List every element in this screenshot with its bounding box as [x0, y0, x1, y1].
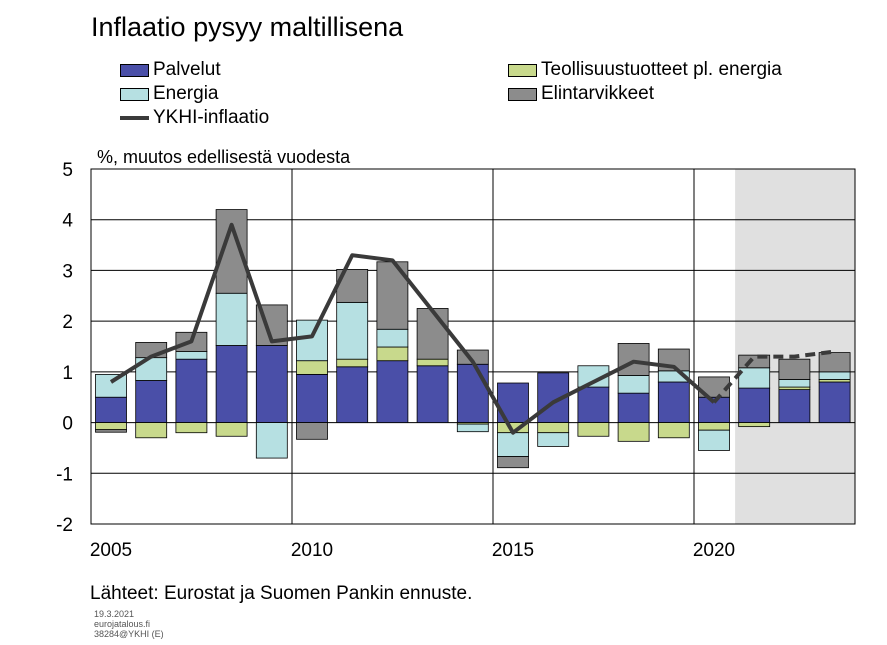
bar-0-2013 [416, 365, 449, 423]
bar-2-2021 [738, 367, 771, 389]
y-tick-label: 3 [62, 261, 73, 282]
bar-2-2010 [296, 319, 328, 362]
footer-code: 38284@YKHI (E) [94, 629, 164, 639]
source-note: Lähteet: Eurostat ja Suomen Pankin ennus… [90, 583, 473, 604]
bar-3-2010 [296, 422, 328, 440]
bar-0-2019 [657, 381, 690, 423]
legend-item-teollisuustuotteet: Teollisuustuotteet pl. energia [508, 59, 782, 81]
legend-label-elintarvikkeet: Elintarvikkeet [541, 83, 654, 104]
bar-0-2006 [135, 380, 168, 423]
bar-0-2011 [336, 366, 369, 423]
bar-0-2007 [175, 358, 208, 423]
bar-2-2020 [698, 429, 730, 451]
bar-1-2016 [537, 422, 570, 434]
x-tick-label: 2020 [693, 540, 735, 561]
bar-1-2013 [416, 358, 449, 367]
bar-2-2008 [215, 292, 248, 346]
bar-1-2007 [175, 422, 208, 434]
bar-0-2021 [738, 387, 771, 423]
bar-2-2023 [818, 371, 851, 380]
legend-item-elintarvikkeet: Elintarvikkeet [508, 83, 654, 105]
legend-swatch-energia [120, 87, 149, 101]
bar-1-2019 [657, 422, 690, 439]
bar-3-2023 [818, 352, 851, 373]
bar-0-2018 [617, 392, 650, 423]
legend-label-teollisuustuotteet: Teollisuustuotteet pl. energia [541, 59, 782, 80]
bar-2-2005 [95, 373, 127, 398]
y-tick-label: -2 [56, 515, 73, 536]
x-tick-label: 2010 [291, 540, 333, 561]
bar-2-2015 [497, 432, 529, 457]
forecast-shading [735, 169, 855, 524]
y-tick-label: 1 [62, 363, 73, 384]
legend-item-ykhi: YKHI-inflaatio [120, 107, 269, 129]
bar-0-2014 [456, 363, 489, 423]
legend-swatch-palvelut [120, 63, 149, 77]
bar-3-2005 [95, 429, 127, 433]
bar-0-2023 [818, 381, 851, 423]
plot-frame [90, 168, 856, 525]
bar-2-2017 [577, 365, 610, 388]
legend-label-energia: Energia [153, 83, 219, 104]
bar-1-2020 [698, 422, 730, 431]
bar-0-2012 [376, 360, 409, 423]
y-tick-label: 5 [62, 160, 73, 181]
bar-2-2022 [778, 379, 811, 388]
x-tick-label: 2005 [90, 540, 132, 561]
series-line-ykhi [109, 222, 716, 435]
bar-0-2008 [215, 345, 248, 423]
legend-swatch-elintarvikkeet [508, 87, 537, 101]
y-tick-label: 4 [62, 211, 73, 232]
legend-line-ykhi [120, 116, 149, 120]
bar-3-2022 [778, 358, 811, 380]
bar-1-2021 [738, 422, 771, 428]
bar-1-2008 [215, 422, 248, 437]
footer-site: eurojatalous.fi [94, 619, 151, 629]
bar-0-2010 [296, 373, 328, 423]
bar-0-2022 [778, 389, 811, 423]
series-line-ykhi-forecast [712, 349, 835, 404]
bar-2-2006 [135, 357, 168, 381]
x-tick-label: 2015 [492, 540, 534, 561]
legend-swatch-teollisuustuotteet [508, 63, 537, 77]
bar-1-2005 [95, 422, 127, 431]
legend-label-palvelut: Palvelut [153, 59, 221, 80]
bar-0-2017 [577, 386, 610, 423]
bar-2-2011 [336, 301, 369, 360]
bar-0-2005 [95, 396, 127, 423]
bar-2-2007 [175, 351, 208, 360]
y-axis-unit-label: %, muutos edellisestä vuodesta [97, 147, 351, 167]
bar-2-2016 [537, 432, 570, 447]
bar-3-2018 [617, 343, 650, 376]
legend-label-ykhi: YKHI-inflaatio [153, 107, 270, 128]
bar-1-2018 [617, 422, 650, 442]
bar-3-2015 [497, 456, 529, 469]
bar-3-2013 [416, 308, 449, 360]
legend-item-energia: Energia [120, 83, 219, 105]
y-tick-label: -1 [56, 464, 73, 485]
bar-1-2012 [376, 346, 409, 362]
bar-1-2006 [135, 422, 168, 439]
y-tick-label: 2 [62, 312, 73, 333]
bar-0-2009 [255, 345, 288, 423]
bar-1-2017 [577, 422, 610, 437]
bar-2-2014 [456, 423, 489, 433]
y-tick-label: 0 [62, 414, 73, 435]
legend-item-palvelut: Palvelut [120, 59, 221, 81]
bar-1-2011 [336, 358, 369, 368]
footer-date: 19.3.2021 [94, 609, 135, 619]
bar-2-2009 [255, 422, 288, 459]
bar-2-2018 [617, 375, 650, 394]
bar-2-2012 [376, 328, 409, 348]
bar-1-2010 [296, 360, 328, 375]
chart-title: Inflaatio pysyy maltillisena [91, 12, 404, 42]
